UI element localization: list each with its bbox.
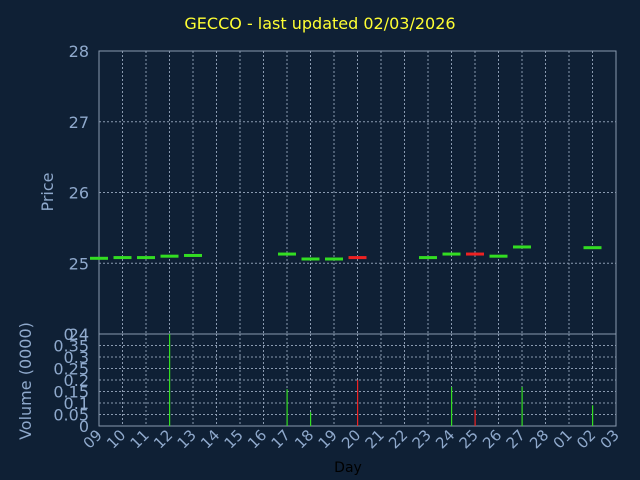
price-candle (301, 257, 320, 261)
day-tick-label: 17 (268, 426, 294, 452)
price-candle (113, 256, 132, 260)
price-candle (513, 245, 531, 249)
volume-tick-label: 0.25 (53, 360, 89, 379)
price-candle (160, 254, 179, 258)
volume-axis-label: Volume (0000) (16, 322, 35, 440)
chart-title: GECCO - last updated 02/03/2026 (184, 14, 456, 33)
day-tick-label: 12 (150, 426, 176, 452)
volume-bar (357, 380, 359, 426)
day-tick-label: 25 (456, 426, 482, 452)
price-tick-label: 24 (69, 325, 89, 344)
price-candles (90, 245, 602, 261)
day-tick-label: 24 (432, 426, 458, 452)
price-tick-label: 26 (69, 184, 89, 203)
volume-bar (169, 334, 171, 426)
volume-bar (592, 405, 594, 426)
volume-bar (521, 386, 523, 426)
price-candle (489, 254, 508, 258)
day-tick-label: 03 (597, 426, 623, 452)
price-candle (278, 252, 296, 256)
volume-tick-label: 0.05 (53, 406, 89, 425)
price-axis-ticks: 24 25 26 27 28 (69, 42, 89, 344)
price-candle (90, 256, 108, 260)
day-tick-label: 14 (197, 426, 223, 452)
price-candle (583, 246, 602, 250)
day-tick-label: 13 (174, 426, 200, 452)
price-candle (466, 252, 484, 256)
volume-bar (474, 409, 476, 426)
day-axis-label: Day (334, 460, 362, 476)
volume-bar (310, 412, 312, 426)
day-tick-label: 19 (315, 426, 341, 452)
day-tick-label: 16 (244, 426, 270, 452)
price-tick-label: 28 (69, 42, 89, 61)
day-tick-label: 02 (573, 426, 599, 452)
price-axis-label: Price (38, 172, 57, 211)
volume-tick-label: 0.4 (64, 325, 89, 344)
volume-bar (451, 386, 453, 426)
price-candle (419, 256, 437, 260)
day-tick-label: 11 (127, 426, 153, 452)
day-tick-label: 20 (338, 426, 364, 452)
volume-tick-label: 0.3 (64, 348, 89, 367)
day-tick-label: 10 (103, 426, 129, 452)
price-candle (442, 252, 461, 256)
price-candle (184, 253, 202, 257)
price-grid (98, 50, 617, 335)
price-tick-label: 27 (69, 113, 89, 132)
price-candle (348, 256, 367, 260)
price-tick-label: 25 (69, 254, 89, 273)
day-tick-label: 26 (479, 426, 505, 452)
day-tick-label: 01 (550, 426, 576, 452)
day-tick-label: 27 (503, 426, 529, 452)
volume-tick-label: 0.2 (64, 371, 89, 390)
volume-tick-label: 0 (79, 417, 89, 436)
day-axis-ticks: 0910111213141516171819202122232425262728… (80, 426, 623, 452)
day-tick-label: 28 (526, 426, 552, 452)
volume-bar (286, 389, 288, 426)
day-tick-label: 22 (385, 426, 411, 452)
volume-tick-label: 0.35 (53, 337, 89, 356)
volume-axis-ticks: 00.050.10.150.20.250.30.350.4 (53, 325, 89, 436)
price-candle (137, 256, 155, 260)
price-candle (325, 257, 343, 261)
volume-bars (169, 334, 594, 426)
day-tick-label: 21 (362, 426, 388, 452)
volume-tick-label: 0.15 (53, 383, 89, 402)
volume-tick-label: 0.1 (64, 394, 89, 413)
day-tick-label: 23 (409, 426, 435, 452)
day-tick-label: 15 (221, 426, 247, 452)
day-tick-label: 18 (291, 426, 317, 452)
